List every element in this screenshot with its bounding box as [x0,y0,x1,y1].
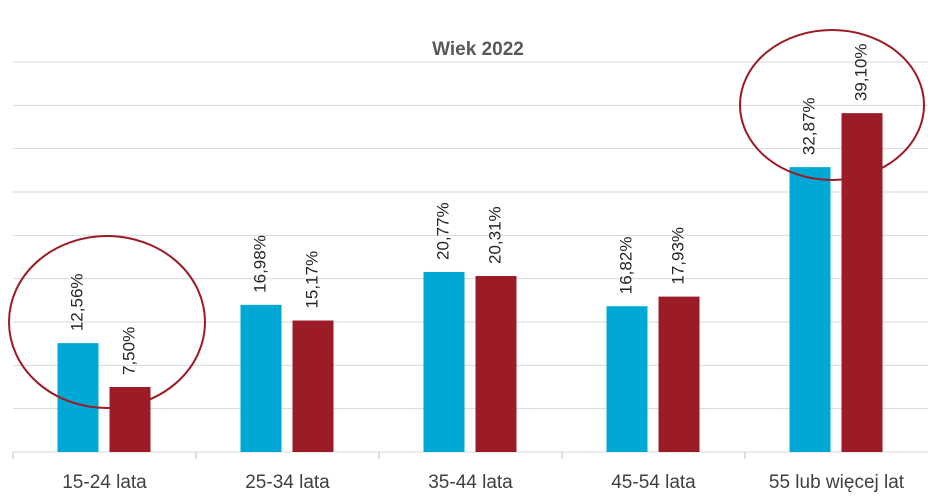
x-tick-label: 25-34 lata [245,472,330,493]
data-label: 20,77% [433,202,452,260]
bar [658,296,700,452]
bar [292,320,334,452]
bar [423,271,465,452]
highlight-ellipse [8,235,206,409]
grid-layer [13,61,928,453]
data-label: 39,10% [851,43,870,101]
bar [841,113,883,452]
bar [240,304,282,452]
bar [109,387,151,452]
data-label: 16,82% [616,237,635,295]
data-label: 16,98% [250,235,269,293]
data-label: 12,56% [67,273,86,331]
bar [789,167,831,453]
x-tick-label: 55 lub więcej lat [769,472,905,493]
chart-title: Wiek 2022 [432,39,524,60]
data-label: 17,93% [668,227,687,285]
x-tick-label: 15-24 lata [62,472,147,493]
highlight-ellipse [739,29,925,181]
marks-layer: 12,56% 7,50% 16,98% 15,17% 20,77% 20,31% 16,82… [57,43,883,453]
data-label: 7,50% [119,327,138,375]
data-label: 15,17% [302,251,321,309]
x-tick-label: 35-44 lata [428,472,513,493]
data-label: 20,31% [485,206,504,264]
bar [606,306,648,452]
bar [57,343,99,452]
data-label: 32,87% [799,97,818,155]
x-tick-label: 45-54 lata [611,472,696,493]
bar [475,275,517,452]
